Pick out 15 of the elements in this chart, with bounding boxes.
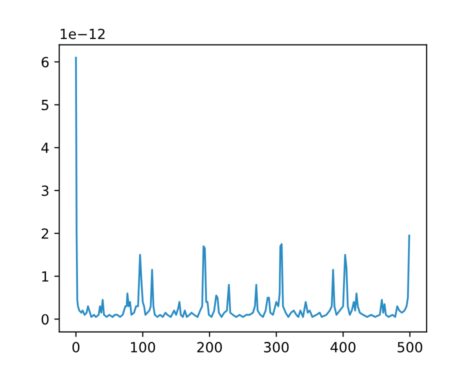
y-tick-label: 5 [42,100,48,110]
x-tick-label: 300 [264,342,289,352]
x-tick-label: 0 [72,342,80,352]
text: 1e−12 [60,28,105,40]
y-tick-label: 0 [42,314,49,325]
y-tick-label: 2 [42,228,48,239]
y-tick-label: 6 [42,56,49,68]
x-tick-label: 500 [398,342,422,352]
x-tick-label: 200 [197,342,222,352]
x-tick-label: 100 [131,342,156,352]
y-tick-label: 1 [42,271,48,282]
line-series [75,56,410,318]
y-tick-label: 4 [41,142,49,153]
y-tick-label: 3 [42,185,48,196]
x-tick-label: 400 [330,342,356,352]
